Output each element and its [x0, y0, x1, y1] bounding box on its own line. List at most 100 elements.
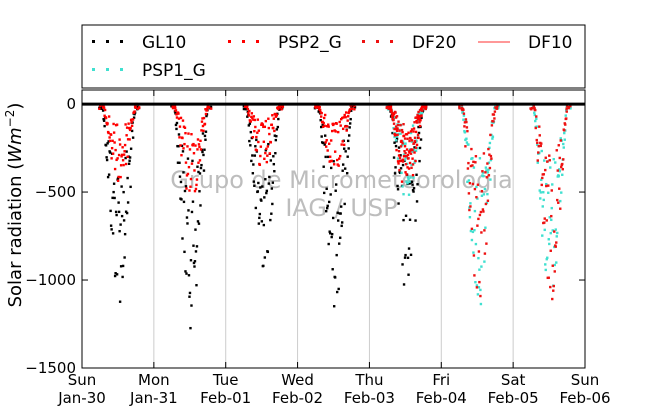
data-point [420, 114, 423, 117]
data-point [460, 106, 464, 110]
data-point [411, 189, 415, 192]
data-point [345, 172, 349, 175]
data-point [412, 176, 415, 179]
x-tick-label-day: Tue [212, 371, 239, 389]
data-point [251, 117, 254, 120]
data-point [127, 122, 130, 125]
data-point [126, 138, 130, 141]
data-point [546, 160, 549, 163]
data-point [401, 160, 405, 163]
data-point [259, 145, 263, 148]
data-point [348, 126, 351, 129]
data-point [178, 161, 181, 164]
data-point [273, 129, 276, 133]
data-point [131, 136, 135, 139]
data-point [402, 193, 405, 196]
data-point [334, 189, 337, 192]
data-point [345, 125, 349, 128]
data-point [562, 146, 565, 149]
data-point [324, 145, 328, 148]
data-point [560, 165, 563, 169]
data-point [340, 116, 344, 120]
data-point [122, 190, 125, 194]
data-point [338, 236, 342, 239]
data-point [417, 116, 421, 119]
data-point [415, 119, 418, 123]
data-point [463, 121, 467, 124]
data-point [549, 231, 552, 235]
data-point [416, 133, 420, 137]
data-point [335, 158, 339, 162]
data-point [184, 161, 188, 164]
data-point [470, 238, 474, 242]
data-point [112, 190, 115, 194]
data-point [255, 149, 259, 152]
data-point [466, 167, 470, 170]
data-point [485, 176, 489, 179]
legend: GL10 PSP2_G DF20 DF10 PSP1_G [81, 24, 586, 89]
data-point [184, 131, 187, 135]
grid-lines [153, 90, 514, 368]
legend-marker [256, 40, 259, 43]
data-point [187, 274, 191, 277]
data-point [565, 117, 568, 120]
data-point [202, 169, 206, 172]
data-point [124, 210, 128, 213]
data-point [472, 251, 475, 254]
data-point [192, 142, 195, 146]
data-point [547, 276, 550, 279]
data-point [409, 130, 413, 133]
data-point [272, 126, 275, 130]
data-point [336, 219, 340, 222]
data-point [488, 153, 491, 156]
data-point [137, 106, 141, 110]
data-point [328, 230, 331, 233]
data-point [474, 242, 478, 246]
data-point [484, 202, 488, 206]
data-point [122, 219, 126, 222]
data-point [417, 114, 421, 118]
data-point [412, 187, 416, 190]
data-point [343, 202, 346, 206]
data-point [268, 132, 271, 136]
data-point [347, 147, 350, 150]
data-point [415, 173, 418, 176]
data-point [404, 133, 408, 136]
data-point [104, 116, 108, 120]
data-point [274, 151, 277, 155]
data-point [124, 123, 127, 126]
data-point [468, 216, 472, 219]
data-point [260, 220, 264, 223]
data-point [478, 268, 481, 271]
data-point [407, 247, 411, 250]
data-point [332, 163, 336, 166]
data-point [130, 124, 134, 128]
data-point [112, 182, 116, 185]
data-point [341, 163, 345, 166]
data-point [180, 154, 183, 157]
data-point [493, 117, 496, 120]
data-point [190, 132, 193, 136]
data-point [182, 171, 185, 174]
data-point [333, 276, 337, 279]
data-point [534, 126, 537, 130]
data-point [184, 185, 188, 188]
data-point [185, 216, 189, 219]
data-point [322, 191, 326, 195]
legend-marker [376, 40, 379, 43]
data-point [178, 136, 181, 139]
data-point [421, 105, 425, 109]
data-point [103, 108, 107, 112]
data-point [271, 202, 274, 206]
data-point [203, 122, 207, 126]
data-point [183, 126, 187, 129]
data-point [562, 158, 565, 161]
data-point [563, 131, 566, 135]
data-point [324, 209, 328, 213]
data-point [332, 160, 335, 163]
data-point [553, 270, 556, 273]
data-point [341, 140, 344, 143]
data-point [252, 163, 255, 166]
x-tick-label-date: Feb-06 [559, 389, 610, 407]
data-point [399, 145, 403, 148]
